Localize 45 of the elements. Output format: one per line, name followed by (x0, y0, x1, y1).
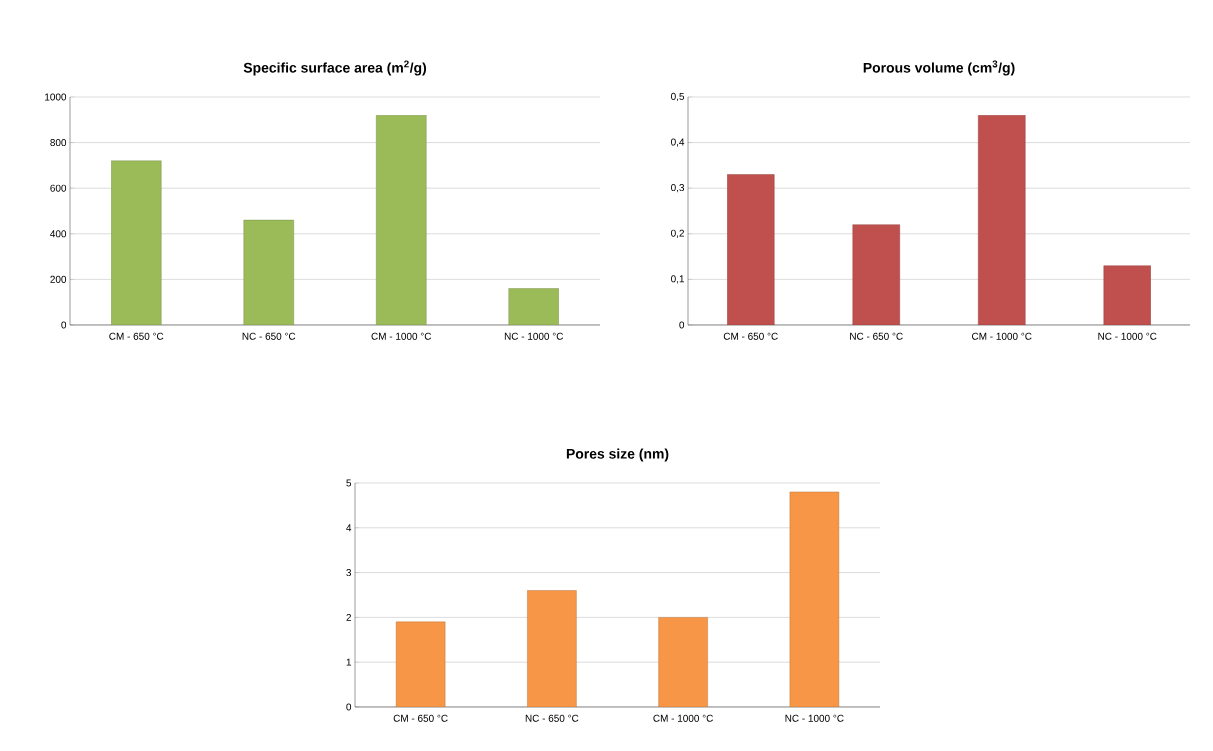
y-tick-label: 4 (346, 524, 352, 532)
chart-title: Specific surface area (m$^{2}$/g) (243, 60, 427, 76)
y-tick-label: 0,2 (671, 229, 684, 238)
y-tick-label: 5 (346, 479, 352, 487)
bar (852, 224, 900, 325)
x-tick-label: CM - 650 °C (723, 332, 778, 340)
y-tick-label: 3 (346, 569, 352, 577)
x-tick-label: CM - 650 °C (109, 332, 164, 340)
bar (789, 491, 840, 707)
bar (527, 590, 577, 707)
y-tick-label: 0 (61, 321, 67, 329)
bar (1103, 265, 1151, 325)
chart-title: Porous volume (cm$^{3}$/g) (863, 60, 1015, 76)
bar (508, 288, 559, 325)
y-tick-label: 0,3 (671, 184, 685, 193)
y-tick-label: 600 (50, 184, 67, 192)
y-tick-label: 2 (346, 613, 351, 621)
y-tick-label: 0,5 (671, 92, 685, 102)
bar (978, 115, 1026, 325)
bar (243, 219, 294, 325)
y-tick-label: 0 (679, 321, 685, 329)
x-tick-label: NC - 650 °C (525, 714, 579, 722)
y-tick-label: 1000 (45, 93, 67, 101)
x-tick-label: NC - 1000 °C (504, 332, 564, 340)
y-tick-label: 0 (346, 703, 352, 711)
x-tick-label: CM - 650 °C (393, 714, 448, 722)
x-tick-label: CM - 1000 °C (653, 714, 713, 722)
bar (395, 621, 446, 707)
x-tick-label: CM - 1000 °C (371, 332, 432, 340)
x-tick-label: CM - 1000 °C (972, 332, 1032, 340)
y-tick-label: 1 (346, 658, 352, 666)
x-tick-label: NC - 650 °C (242, 332, 296, 340)
y-tick-label: 0,4 (671, 138, 685, 147)
bar (376, 115, 427, 325)
x-tick-label: NC - 1000 °C (1098, 332, 1157, 340)
y-tick-label: 0,1 (671, 275, 685, 284)
bar (658, 617, 708, 707)
y-tick-label: 200 (50, 275, 67, 283)
y-tick-label: 800 (50, 139, 67, 147)
bar (111, 160, 162, 325)
bar (727, 174, 775, 325)
chart-title: Pores size (nm) (566, 448, 669, 462)
x-tick-label: NC - 1000 °C (785, 714, 844, 722)
y-tick-label: 400 (50, 230, 67, 238)
x-tick-label: NC - 650 °C (850, 332, 903, 340)
